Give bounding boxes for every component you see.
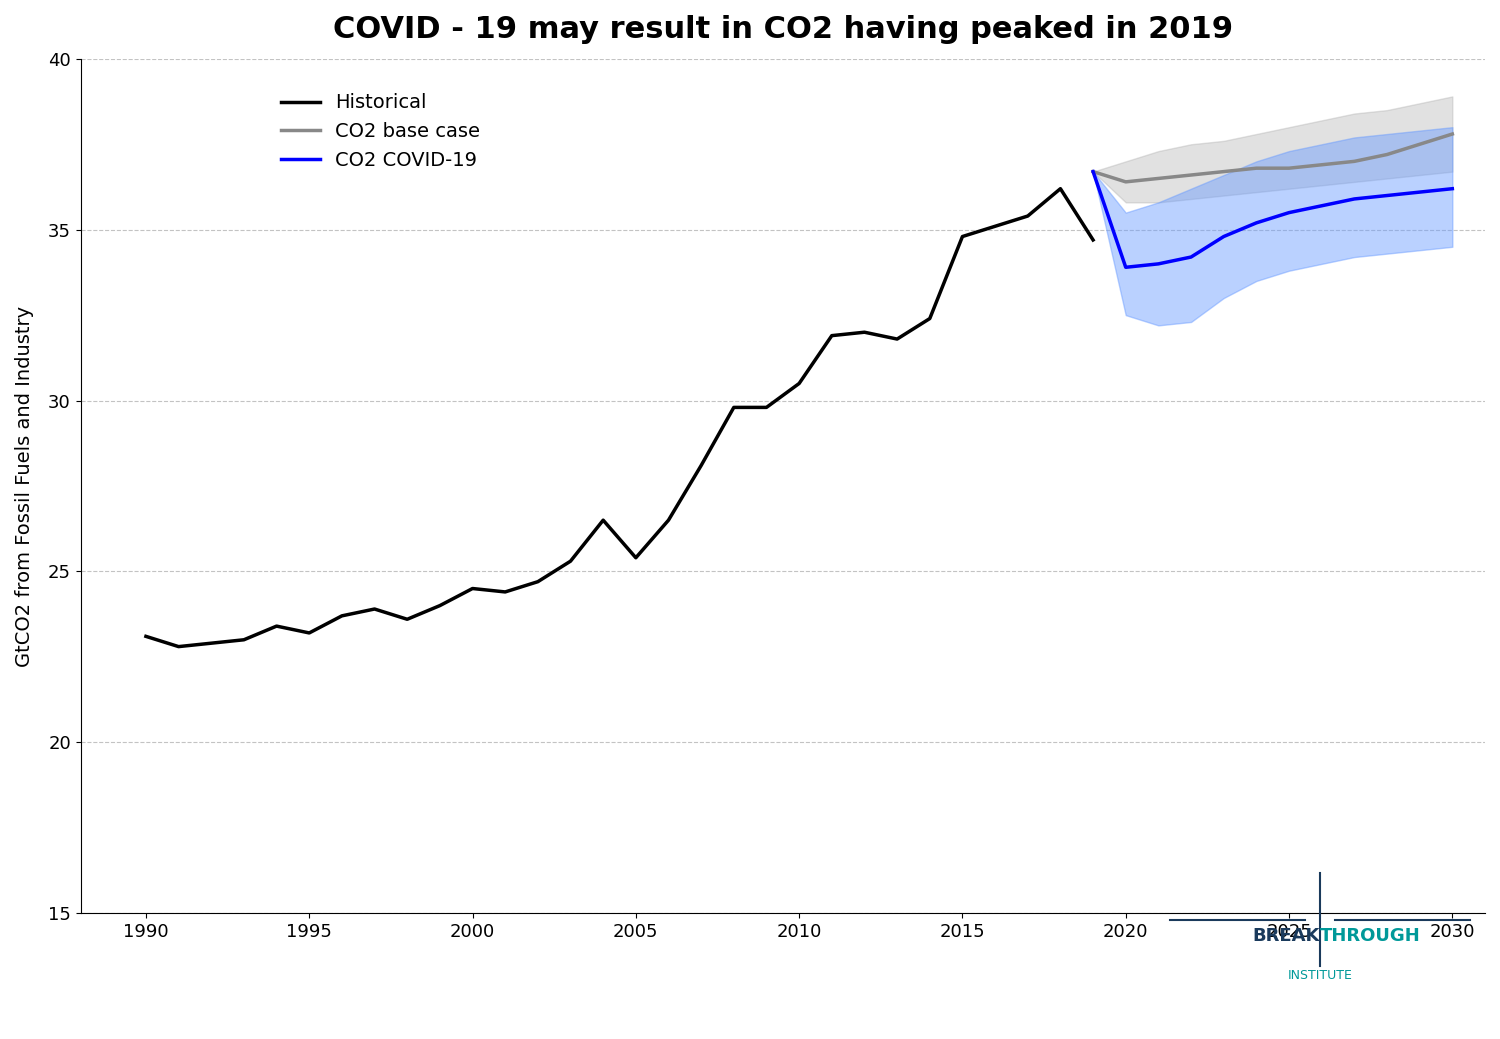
- Title: COVID - 19 may result in CO2 having peaked in 2019: COVID - 19 may result in CO2 having peak…: [333, 15, 1233, 44]
- Text: THROUGH: THROUGH: [1320, 928, 1420, 945]
- Text: INSTITUTE: INSTITUTE: [1287, 968, 1353, 982]
- Legend: Historical, CO2 base case, CO2 COVID-19: Historical, CO2 base case, CO2 COVID-19: [273, 85, 488, 178]
- Text: BREAK: BREAK: [1252, 928, 1320, 945]
- Y-axis label: GtCO2 from Fossil Fuels and Industry: GtCO2 from Fossil Fuels and Industry: [15, 305, 34, 667]
